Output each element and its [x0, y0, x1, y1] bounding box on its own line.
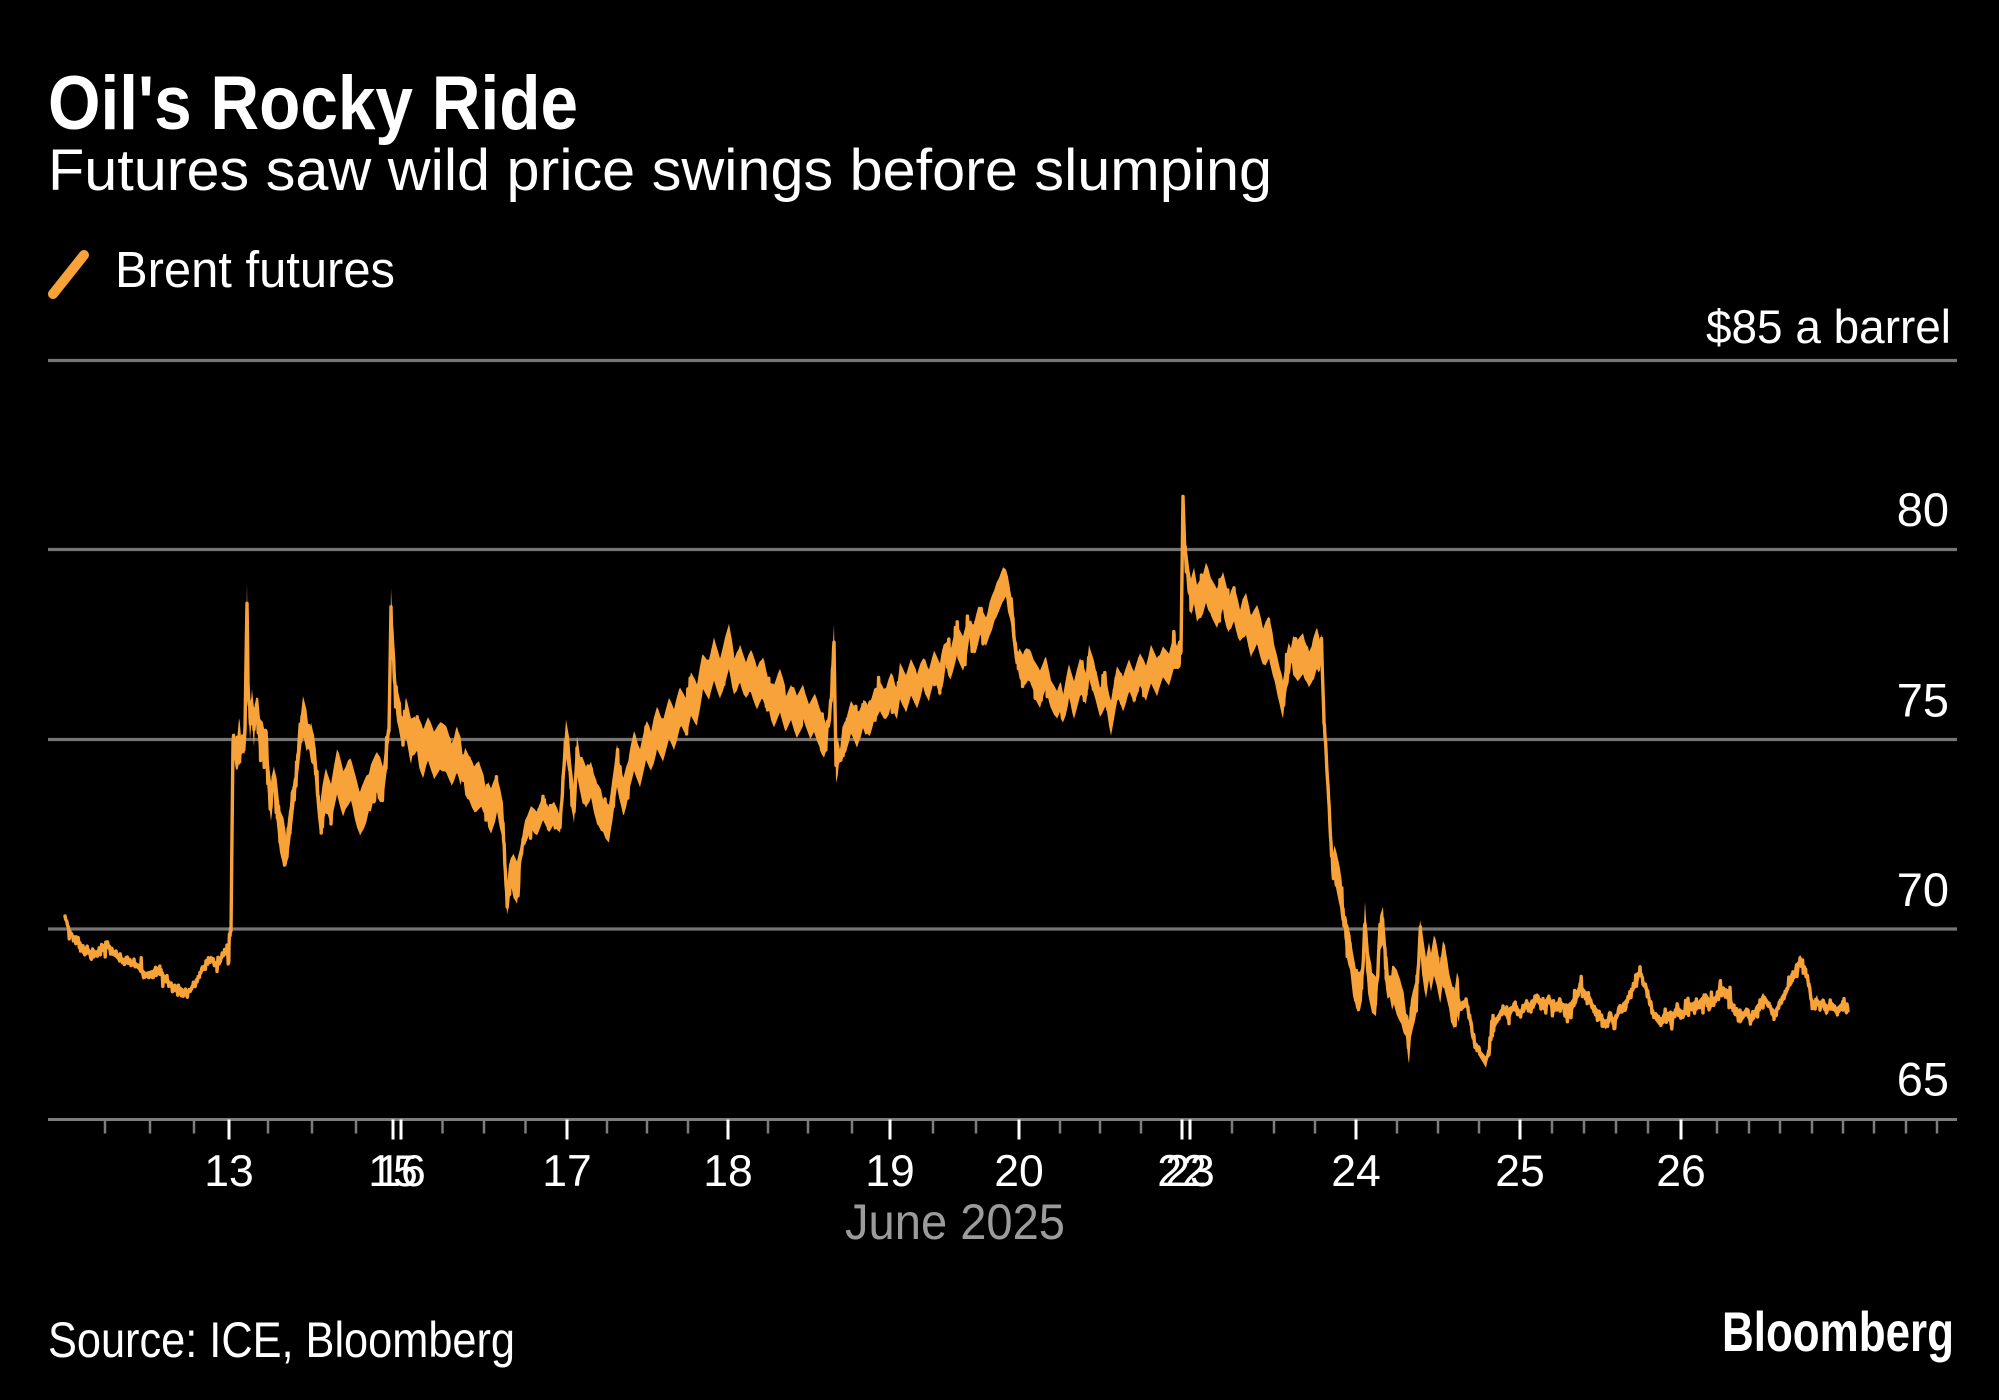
- svg-text:25: 25: [1495, 1147, 1545, 1196]
- svg-text:Brent futures: Brent futures: [115, 241, 395, 298]
- svg-text:75: 75: [1897, 674, 1949, 727]
- svg-text:70: 70: [1897, 863, 1949, 916]
- svg-text:16: 16: [376, 1147, 426, 1196]
- svg-text:Futures saw wild price swings: Futures saw wild price swings before slu…: [48, 138, 1272, 203]
- svg-text:Bloomberg: Bloomberg: [1722, 1300, 1954, 1363]
- svg-text:26: 26: [1656, 1147, 1706, 1196]
- svg-text:15: 15: [368, 1147, 418, 1196]
- svg-text:Source: ICE, Bloomberg: Source: ICE, Bloomberg: [48, 1312, 515, 1368]
- svg-text:Oil's Rocky Ride: Oil's Rocky Ride: [48, 61, 578, 146]
- svg-text:23: 23: [1165, 1147, 1215, 1196]
- svg-text:65: 65: [1897, 1053, 1949, 1106]
- svg-text:19: 19: [865, 1147, 915, 1196]
- svg-text:24: 24: [1331, 1147, 1381, 1196]
- svg-text:18: 18: [703, 1147, 753, 1196]
- svg-text:$85 a barrel: $85 a barrel: [1706, 300, 1951, 353]
- svg-text:17: 17: [542, 1147, 592, 1196]
- svg-text:22: 22: [1157, 1147, 1207, 1196]
- svg-text:20: 20: [994, 1147, 1044, 1196]
- svg-text:13: 13: [204, 1147, 254, 1196]
- svg-text:80: 80: [1897, 483, 1949, 536]
- svg-text:June 2025: June 2025: [845, 1194, 1065, 1250]
